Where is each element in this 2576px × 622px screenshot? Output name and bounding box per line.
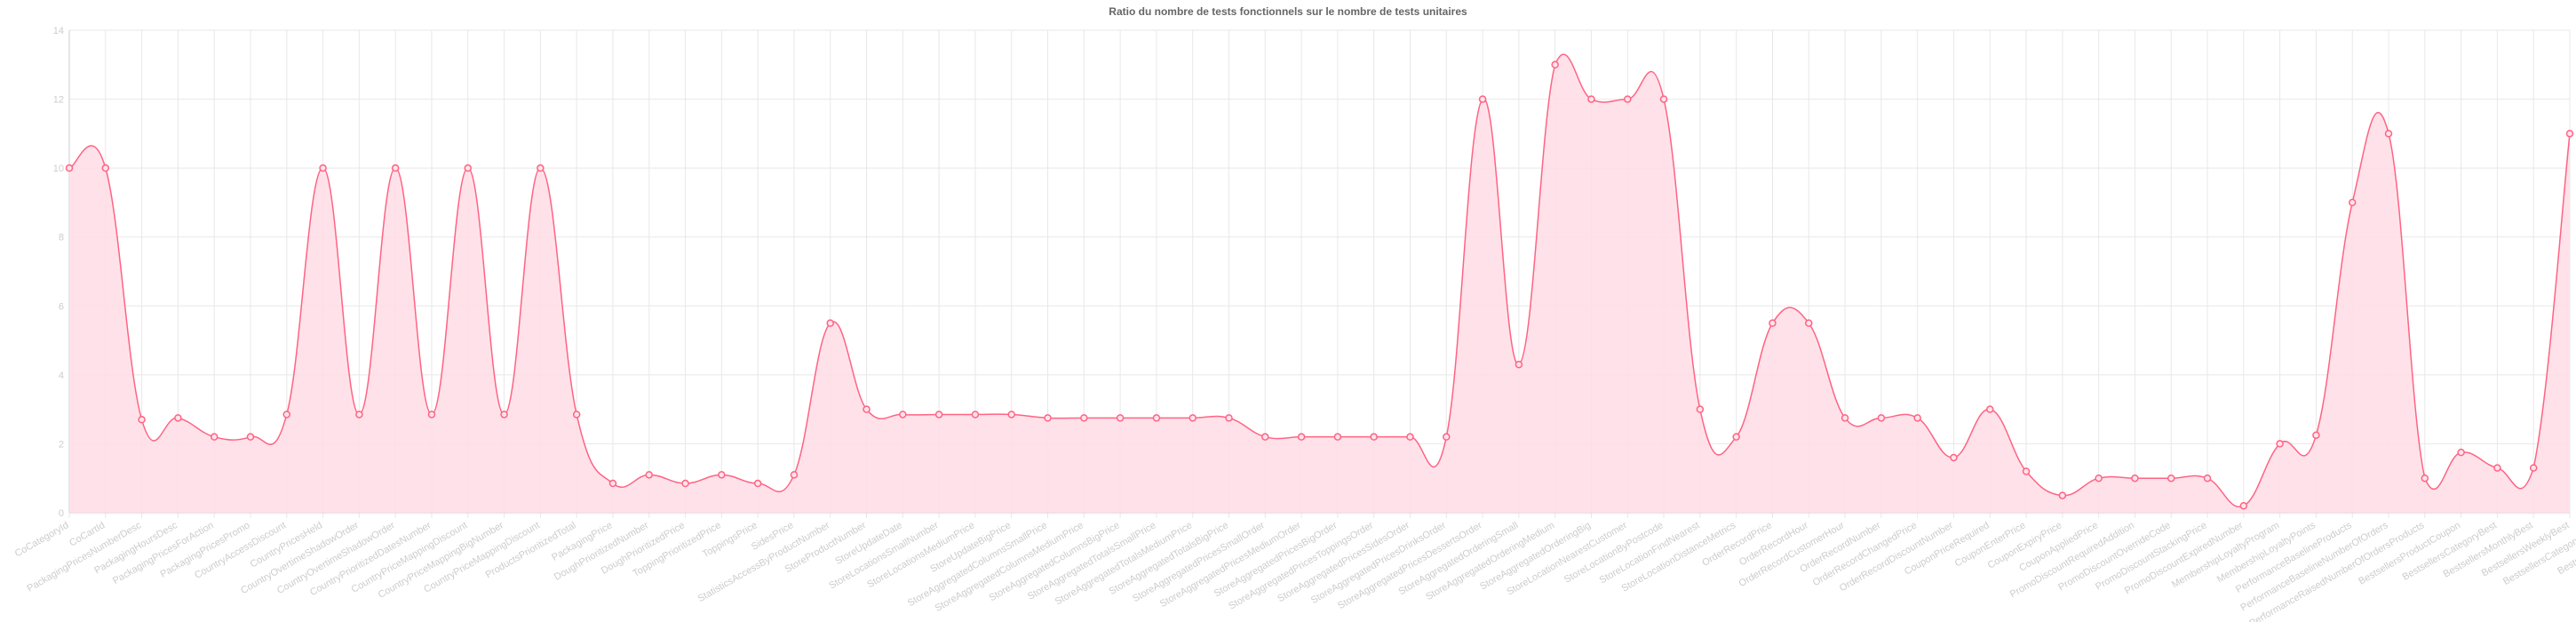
data-point [1044, 414, 1052, 422]
data-point [1950, 453, 1958, 462]
data-point [2058, 491, 2067, 499]
data-point [1732, 433, 1740, 441]
data-point [500, 411, 508, 419]
series-area [69, 54, 2570, 513]
data-point [355, 411, 363, 419]
y-tick-label: 10 [53, 163, 64, 174]
data-point [1478, 95, 1487, 103]
y-tick-label: 4 [59, 371, 64, 381]
data-point [1116, 414, 1125, 422]
data-point [1152, 414, 1161, 422]
data-point [2131, 474, 2139, 482]
data-point [645, 471, 654, 479]
data-point [464, 163, 473, 172]
data-point [2276, 440, 2284, 448]
data-point [681, 479, 689, 488]
data-point [2493, 464, 2501, 472]
data-point [2384, 130, 2393, 138]
data-point [1189, 414, 1197, 422]
data-point [1659, 95, 1668, 103]
data-point [2239, 501, 2248, 510]
data-point [1515, 360, 1523, 369]
data-point [2022, 467, 2031, 475]
data-point [2457, 448, 2465, 457]
y-tick-label: 8 [59, 233, 64, 243]
chart-title: Ratio du nombre de tests fonctionnels su… [1109, 5, 1467, 18]
data-point [1985, 405, 1994, 413]
y-tick-label: 6 [59, 301, 64, 312]
data-point [1261, 433, 1269, 441]
data-point [1769, 319, 1777, 327]
data-point [427, 411, 436, 419]
data-point [753, 479, 762, 488]
data-point [1333, 433, 1342, 441]
y-tick-label: 2 [59, 439, 64, 450]
data-point [1225, 414, 1233, 422]
data-point [1587, 95, 1595, 103]
data-point [537, 163, 545, 172]
data-point [210, 433, 219, 441]
data-point [899, 411, 907, 419]
data-point [138, 416, 146, 424]
data-point [790, 471, 799, 479]
data-point [1624, 95, 1632, 103]
y-tick-label: 12 [53, 95, 64, 106]
data-point [2167, 474, 2175, 482]
data-point [608, 479, 617, 488]
series-line [68, 53, 2571, 508]
data-point [1805, 319, 1813, 327]
data-point [1696, 405, 1705, 413]
data-point [718, 471, 726, 479]
data-point [1080, 414, 1088, 422]
data-point [1551, 60, 1559, 69]
y-tick-label: 14 [53, 26, 64, 36]
data-point [863, 405, 871, 413]
data-point [1841, 414, 1849, 422]
y-tick-label: 0 [59, 508, 64, 519]
data-point [2095, 474, 2103, 482]
data-point [2529, 464, 2538, 472]
data-point [2565, 130, 2574, 138]
data-point [1370, 433, 1378, 441]
data-point [2203, 474, 2212, 482]
data-point [101, 163, 110, 172]
data-point [826, 319, 834, 327]
data-point [2421, 474, 2429, 482]
data-point [1007, 411, 1015, 419]
data-point [2312, 431, 2320, 439]
data-point [246, 433, 255, 441]
data-point [1443, 433, 1451, 441]
x-tick-label: CoCategoryId [13, 520, 71, 559]
data-point [282, 411, 291, 419]
data-point [319, 163, 327, 172]
data-point [1297, 433, 1306, 441]
data-point [1877, 414, 1886, 422]
data-point [2348, 198, 2357, 207]
data-point [971, 411, 980, 419]
data-point [1406, 433, 1414, 441]
data-point [934, 411, 943, 419]
data-point [174, 414, 182, 422]
data-point [391, 163, 400, 172]
data-point [1913, 414, 1921, 422]
data-point [65, 163, 74, 172]
data-point [572, 411, 581, 419]
